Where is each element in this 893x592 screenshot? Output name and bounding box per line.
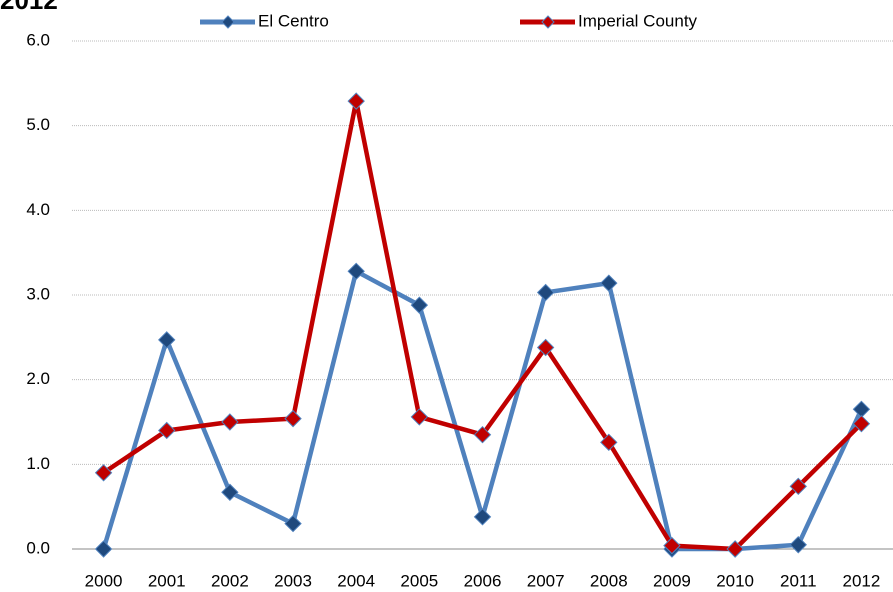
x-tick-label: 2000 <box>85 571 123 590</box>
chart-title: 2012 <box>0 0 58 15</box>
data-point <box>158 331 176 349</box>
data-point <box>473 508 492 526</box>
x-tick-label: 2011 <box>780 571 817 590</box>
data-point <box>347 262 365 281</box>
data-point <box>726 540 744 558</box>
data-point <box>789 477 807 496</box>
data-point <box>284 409 302 428</box>
x-tick-label: 2004 <box>337 571 375 590</box>
legend-label: Imperial County <box>578 11 698 30</box>
x-tick-label: 2007 <box>527 571 565 590</box>
data-point <box>94 464 113 482</box>
legend-marker <box>221 15 235 29</box>
series-line <box>101 269 864 552</box>
x-tick-label: 2003 <box>274 571 312 590</box>
data-point <box>347 92 365 110</box>
series-line <box>102 98 864 552</box>
data-point <box>158 421 176 440</box>
data-point <box>852 400 871 419</box>
data-point <box>221 483 239 501</box>
x-tick-label: 2010 <box>716 571 754 590</box>
data-point <box>600 274 618 292</box>
data-point <box>789 536 807 554</box>
y-tick-label: 1.0 <box>26 454 50 473</box>
data-point <box>284 514 302 533</box>
legend-marker <box>541 15 555 29</box>
data-point <box>94 540 113 558</box>
x-tick-label: 2001 <box>148 571 186 590</box>
data-point <box>600 433 618 452</box>
x-tick-label: 2012 <box>843 571 881 590</box>
y-tick-label: 4.0 <box>26 200 50 219</box>
y-tick-label: 2.0 <box>26 369 50 388</box>
data-point <box>410 408 429 426</box>
y-tick-label: 6.0 <box>26 30 50 49</box>
x-tick-label: 2006 <box>464 571 502 590</box>
y-tick-label: 3.0 <box>26 284 50 303</box>
x-tick-label: 2008 <box>590 571 628 590</box>
y-tick-label: 0.0 <box>26 538 50 557</box>
data-point <box>536 338 555 357</box>
data-point <box>852 414 871 433</box>
y-tick-label: 5.0 <box>26 115 50 134</box>
legend-label: El Centro <box>258 11 329 30</box>
data-point <box>663 536 681 555</box>
x-tick-label: 2005 <box>400 571 438 590</box>
data-point <box>410 296 429 314</box>
data-point <box>473 425 492 444</box>
data-point <box>536 283 555 302</box>
data-point <box>221 413 239 431</box>
x-tick-label: 2002 <box>211 571 249 590</box>
x-tick-label: 2009 <box>653 571 691 590</box>
